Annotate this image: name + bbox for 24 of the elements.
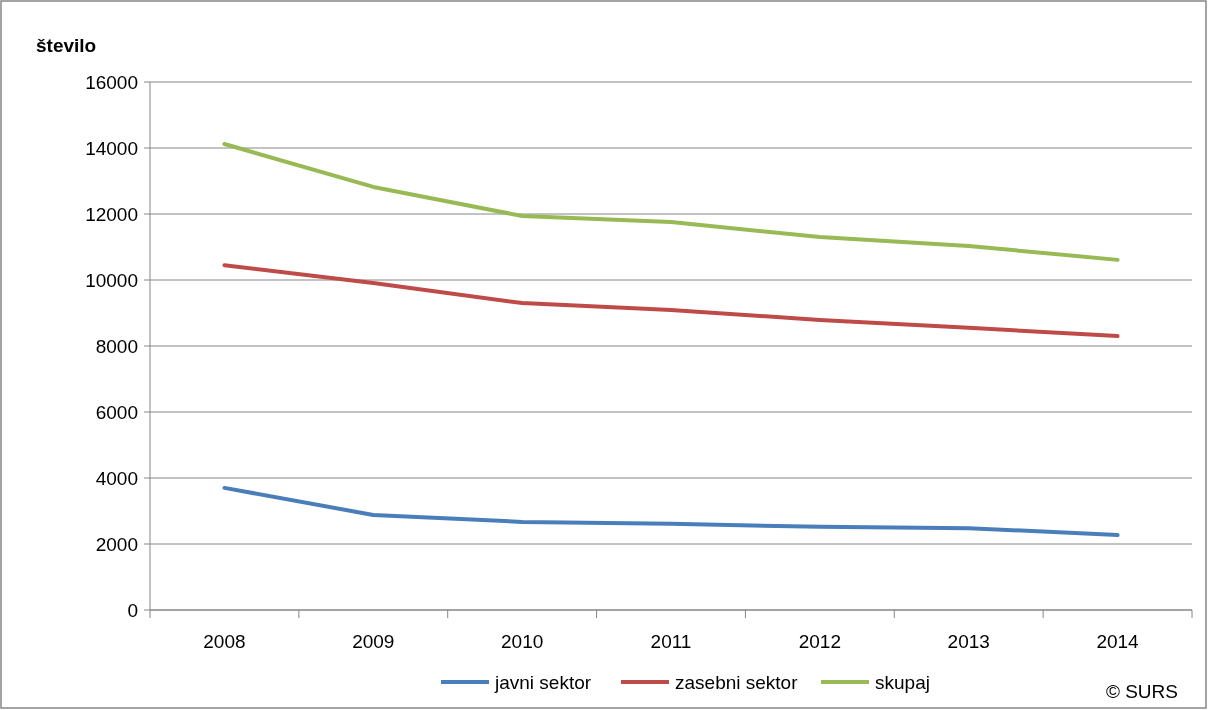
y-tick-label: 4000	[95, 467, 138, 489]
y-tick-label: 8000	[95, 335, 138, 357]
line-series	[222, 485, 1120, 538]
y-tick-label: 10000	[85, 269, 138, 291]
y-axis-title: število	[36, 35, 97, 56]
legend-label: zasebni sektor	[675, 671, 799, 693]
x-tick-label: 2010	[501, 631, 544, 652]
y-tick-label: 14000	[85, 137, 138, 159]
line-series	[222, 142, 1120, 262]
legend-label: skupaj	[875, 671, 930, 693]
y-tick-label: 0	[127, 599, 138, 621]
x-tick-label: 2008	[203, 631, 246, 652]
line-series	[222, 263, 1120, 339]
x-tick-label: 2013	[947, 631, 990, 652]
x-tick-label: 2009	[352, 631, 395, 652]
y-tick-label: 6000	[95, 401, 138, 423]
x-tick-label: 2014	[1096, 631, 1140, 652]
text: © SURS	[1105, 681, 1178, 702]
x-tick-label: 2012	[798, 631, 841, 652]
y-tick-label: 12000	[85, 203, 138, 225]
y-tick-label: 16000	[85, 71, 138, 93]
y-tick-label: 2000	[95, 533, 138, 555]
legend-label: javni sektor	[494, 671, 592, 693]
x-tick-label: 2011	[650, 631, 692, 652]
